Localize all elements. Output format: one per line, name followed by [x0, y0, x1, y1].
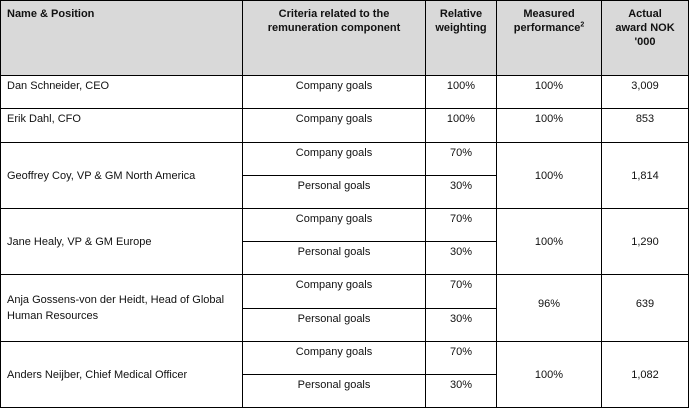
row-weighting: 70%	[425, 142, 497, 176]
row-weighting: 100%	[425, 108, 497, 143]
row-name: Erik Dahl, CFO	[0, 108, 243, 143]
row-performance: 100%	[496, 341, 602, 408]
header-row: Name & Position Criteria related to the r…	[0, 0, 689, 76]
row-weighting: 30%	[425, 175, 497, 209]
row-name: Anders Neijber, Chief Medical Officer	[0, 341, 243, 408]
row-award: 853	[601, 108, 689, 143]
row-weighting: 30%	[425, 374, 497, 408]
row-criteria: Personal goals	[242, 175, 426, 209]
row-name: Anja Gossens-von der Heidt, Head of Glob…	[0, 274, 243, 342]
table-subrow: Personal goals 30%	[1, 175, 689, 209]
row-criteria: Company goals	[242, 341, 426, 375]
row-criteria: Personal goals	[242, 241, 426, 275]
row-criteria: Company goals	[242, 108, 426, 143]
row-performance: 100%	[496, 108, 602, 143]
table-row: Anja Gossens-von der Heidt, Head of Glob…	[0, 274, 689, 342]
row-weighting: 70%	[425, 341, 497, 375]
row-name: Geoffrey Coy, VP & GM North America	[0, 142, 243, 209]
row-weighting: 30%	[425, 308, 497, 342]
row-performance: 100%	[496, 142, 602, 209]
table-row: Erik Dahl, CFO Company goals 100% 100% 8…	[0, 108, 689, 143]
table-row: Jane Healy, VP & GM Europe Company goals…	[0, 208, 689, 275]
table-subrow: Personal goals 30%	[1, 374, 689, 408]
table-row: Anders Neijber, Chief Medical Officer Co…	[0, 341, 689, 408]
row-weighting: 100%	[425, 75, 497, 109]
row-criteria: Company goals	[242, 208, 426, 242]
row-award: 639	[601, 274, 689, 342]
row-name: Dan Schneider, CEO	[0, 75, 243, 109]
row-award: 1,290	[601, 208, 689, 275]
row-weighting: 30%	[425, 241, 497, 275]
header-measured-performance: Measured performance2	[496, 0, 602, 76]
row-weighting: 70%	[425, 208, 497, 242]
header-relative-weighting: Relative weighting	[425, 0, 497, 76]
header-actual-award: Actual award NOK '000	[601, 0, 689, 76]
table-row: Geoffrey Coy, VP & GM North America Comp…	[0, 142, 689, 209]
row-criteria: Company goals	[242, 142, 426, 176]
row-criteria: Company goals	[242, 75, 426, 109]
row-name: Jane Healy, VP & GM Europe	[0, 208, 243, 275]
row-criteria: Company goals	[242, 274, 426, 309]
row-award: 1,814	[601, 142, 689, 209]
row-award: 1,082	[601, 341, 689, 408]
row-award: 3,009	[601, 75, 689, 109]
table-subrow: Personal goals 30%	[1, 308, 689, 342]
header-name-position: Name & Position	[0, 0, 243, 76]
row-performance: 100%	[496, 208, 602, 275]
row-performance: 96%	[496, 274, 602, 342]
row-criteria: Personal goals	[242, 374, 426, 408]
table-row: Dan Schneider, CEO Company goals 100% 10…	[0, 75, 689, 109]
row-performance: 100%	[496, 75, 602, 109]
header-criteria: Criteria related to the remuneration comp…	[242, 0, 426, 76]
row-weighting: 70%	[425, 274, 497, 309]
footnote-marker: 2	[580, 21, 585, 29]
row-criteria: Personal goals	[242, 308, 426, 342]
